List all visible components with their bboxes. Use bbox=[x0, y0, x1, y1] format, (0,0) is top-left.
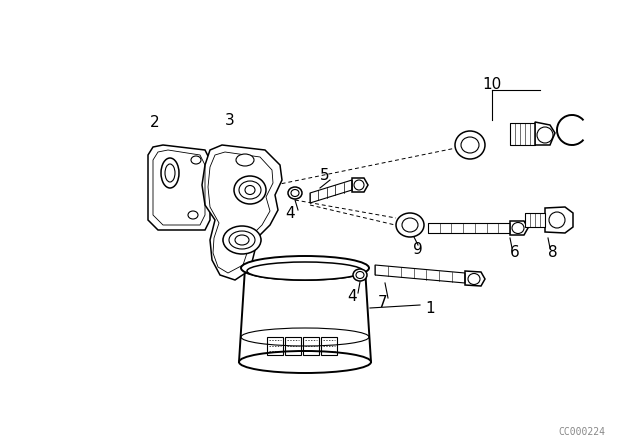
Polygon shape bbox=[525, 213, 545, 227]
Ellipse shape bbox=[455, 131, 485, 159]
Ellipse shape bbox=[353, 269, 367, 281]
Polygon shape bbox=[375, 265, 465, 283]
Polygon shape bbox=[239, 268, 371, 362]
Ellipse shape bbox=[291, 190, 299, 197]
Text: CC000224: CC000224 bbox=[558, 427, 605, 437]
Text: 4: 4 bbox=[347, 289, 357, 303]
Polygon shape bbox=[148, 145, 210, 230]
Ellipse shape bbox=[191, 156, 201, 164]
Text: 6: 6 bbox=[510, 245, 520, 259]
Text: 2: 2 bbox=[150, 115, 160, 129]
Text: 9: 9 bbox=[413, 241, 423, 257]
Ellipse shape bbox=[239, 181, 261, 199]
Ellipse shape bbox=[234, 176, 266, 204]
Polygon shape bbox=[202, 145, 282, 280]
Ellipse shape bbox=[229, 231, 255, 249]
Text: 4: 4 bbox=[285, 206, 295, 220]
Ellipse shape bbox=[239, 351, 371, 373]
Ellipse shape bbox=[247, 262, 363, 280]
Ellipse shape bbox=[241, 256, 369, 280]
Ellipse shape bbox=[235, 235, 249, 245]
Text: 7: 7 bbox=[378, 294, 388, 310]
Text: 5: 5 bbox=[320, 168, 330, 182]
Ellipse shape bbox=[188, 211, 198, 219]
Polygon shape bbox=[545, 207, 573, 233]
Polygon shape bbox=[535, 122, 555, 145]
Text: 1: 1 bbox=[425, 301, 435, 315]
Ellipse shape bbox=[288, 187, 302, 199]
Polygon shape bbox=[352, 178, 368, 192]
Polygon shape bbox=[428, 223, 510, 233]
Polygon shape bbox=[310, 180, 352, 203]
Ellipse shape bbox=[461, 137, 479, 153]
Ellipse shape bbox=[161, 158, 179, 188]
Text: 8: 8 bbox=[548, 245, 558, 259]
Polygon shape bbox=[465, 271, 485, 286]
Ellipse shape bbox=[245, 185, 255, 194]
Text: 10: 10 bbox=[483, 77, 502, 91]
Ellipse shape bbox=[396, 213, 424, 237]
Text: 3: 3 bbox=[225, 112, 235, 128]
Polygon shape bbox=[510, 221, 528, 235]
Ellipse shape bbox=[223, 226, 261, 254]
Polygon shape bbox=[510, 123, 535, 145]
Ellipse shape bbox=[402, 218, 418, 232]
Ellipse shape bbox=[236, 154, 254, 166]
